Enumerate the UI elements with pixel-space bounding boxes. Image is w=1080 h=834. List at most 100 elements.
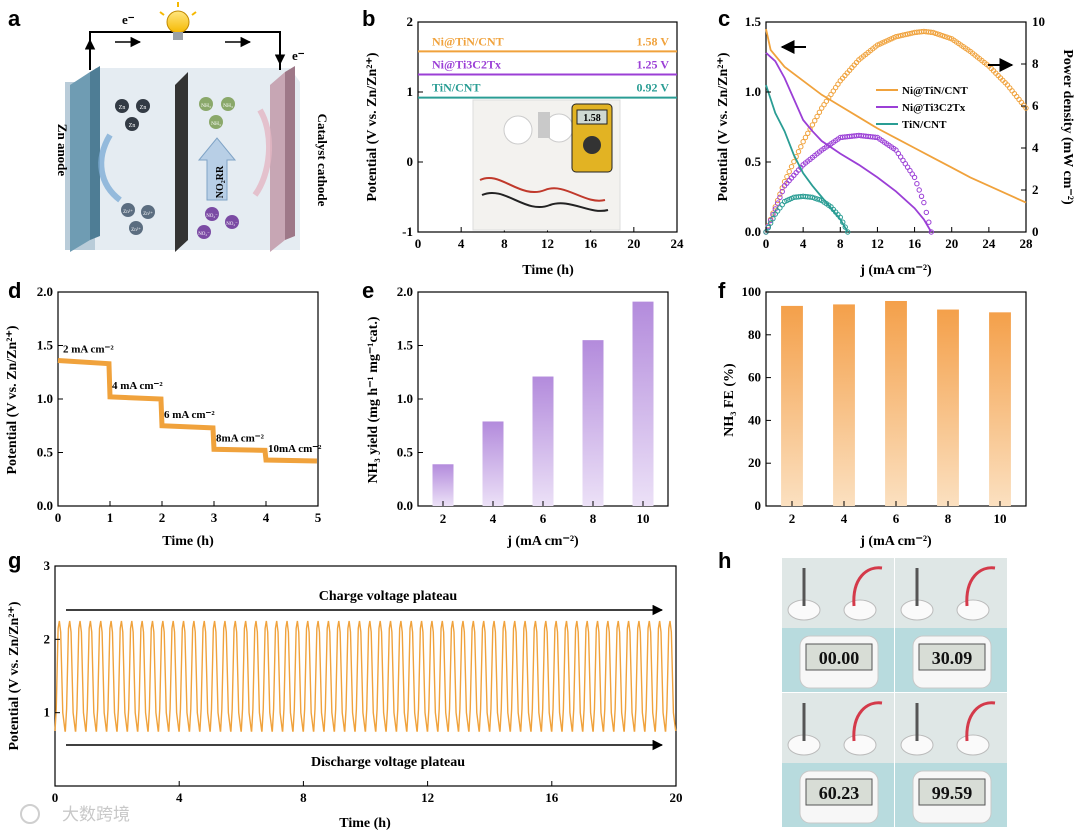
panel-c-xtick-label: 24 [982, 236, 996, 251]
watermark-text: 大数跨境 [62, 805, 130, 824]
panel-label-a: a [8, 6, 21, 31]
legend-label: Ni@TiN/CNT [902, 85, 968, 97]
panel-c-power-point [814, 196, 820, 202]
panel-e-ytick-label: 2.0 [397, 284, 413, 299]
panel-b-xtick-label: 12 [541, 236, 554, 251]
panel-g-xtick-label: 0 [52, 790, 59, 805]
panel-f-bar [937, 309, 959, 506]
panel-c-power-point [845, 229, 851, 235]
panel-d-ylabel: Potential (V vs. Zn/Zn²⁺) [5, 325, 20, 474]
panel-d-xtick-label: 0 [55, 510, 62, 525]
panel-d-xtick-label: 3 [211, 510, 218, 525]
svg-text:NO₂⁻: NO₂⁻ [198, 232, 210, 237]
panel-c-power-point [930, 29, 936, 36]
panel-c-power-point [774, 200, 781, 206]
panel-f-xtick-label: 6 [893, 511, 900, 526]
panel-c-power-point [935, 31, 941, 37]
svg-text:Zn²⁺: Zn²⁺ [143, 211, 153, 217]
panel-b-xlabel: Time (h) [522, 263, 574, 278]
panel-d-xtick-label: 1 [107, 510, 114, 525]
nh3-molecules: NH₃ NH₃ NH₃ [199, 97, 235, 129]
panel-c-power-point [942, 33, 948, 40]
timer-photo: 60.23 [782, 693, 894, 827]
zn-flow-arrow [98, 133, 122, 203]
panel-f-ytick-label: 0 [755, 498, 762, 513]
electrolyte-tank [95, 68, 300, 250]
panel-c-power-point [814, 113, 820, 120]
panel-b-ytick-label: 1 [407, 84, 414, 99]
panel-c-legend: Ni@TiN/CNT Ni@Ti3C2Tx TiN/CNT [876, 85, 968, 131]
panel-b-series-name: Ni@TiN/CNT [432, 34, 504, 48]
panel-d-xtick-label: 2 [159, 510, 166, 525]
panel-c-y2tick-label: 10 [1032, 14, 1045, 29]
panel-e-xtick-label: 6 [540, 511, 547, 526]
panel-b-ytick-label: 2 [407, 14, 414, 29]
panel-e-bar [432, 464, 454, 506]
panel-d-ytick-label: 1.0 [37, 391, 53, 406]
panel-b-series-name: Ni@Ti3C2Tx [432, 58, 501, 72]
panel-d-step-label: 6 mA cm⁻² [164, 409, 215, 421]
timer-photo: 99.59 [895, 693, 1007, 827]
reaction-arrow [197, 137, 237, 201]
panel-label-c: c [718, 6, 730, 31]
svg-text:NO₂⁻: NO₂⁻ [206, 214, 218, 219]
panel-g-ytick-label: 1 [44, 705, 51, 720]
panel-c-power-point [767, 220, 774, 226]
panel-c-power-point [791, 158, 797, 165]
panel-c-power-point [812, 195, 818, 201]
panel-b-ytick-label: 0 [407, 154, 414, 169]
cell-cap [843, 599, 877, 621]
panel-label-h: h [718, 548, 731, 573]
panel-f-bar [781, 305, 803, 506]
panel-e-xtick-label: 10 [637, 511, 650, 526]
panel-b-ylabel: Potential (V vs. Zn/Zn²⁺) [365, 52, 380, 201]
panel-b-xtick-label: 8 [501, 236, 508, 251]
cathode-plate [270, 72, 285, 252]
panel-e-ytick-label: 1.0 [397, 391, 413, 406]
panel-c-power-point [916, 187, 922, 193]
multimeter-display [576, 109, 608, 125]
timer-reading: 99.59 [932, 783, 973, 803]
legend-label: TiN/CNT [902, 119, 947, 131]
panel-f-ytick-label: 20 [748, 455, 761, 470]
panel-f-ytick-label: 100 [742, 284, 762, 299]
panel-c-power-point [921, 199, 927, 206]
cell-cap [843, 734, 877, 756]
panel-c-ytick-label: 0.0 [745, 224, 761, 239]
svg-text:NH₃: NH₃ [201, 103, 211, 109]
panel-label-b: b [362, 6, 375, 31]
multimeter-reading: 1.58 [583, 113, 601, 124]
panel-d-xlabel: Time (h) [162, 534, 214, 549]
panel-c-power-point [816, 109, 823, 116]
panel-d-ytick-label: 1.5 [37, 338, 54, 353]
panel-e-ylabel: NH₃ yield (mg h⁻¹ mg⁻¹cat.) [366, 316, 381, 483]
panel-c-power-point [840, 219, 846, 225]
panel-g-ylabel: Potential (V vs. Zn/Zn²⁺) [7, 601, 22, 750]
panel-c-xtick-label: 12 [871, 236, 884, 251]
red-wire [852, 566, 883, 607]
cell-cap [956, 734, 990, 756]
panel-c-power-point [777, 194, 783, 201]
panel-b-xtick-label: 4 [458, 236, 465, 251]
panel-e-ytick-label: 0.0 [397, 498, 413, 513]
panel-c-power-point [802, 134, 809, 141]
panel-e-xtick-label: 4 [490, 511, 497, 526]
svg-text:NH₃: NH₃ [223, 103, 233, 109]
panel-b-ytick-label: -1 [402, 224, 413, 239]
panel-e-bar [582, 340, 604, 506]
panel-c-ytick-label: 1.0 [745, 84, 761, 99]
panel-c-y2tick-label: 2 [1032, 182, 1039, 197]
timer-display [805, 643, 873, 671]
red-wire [852, 701, 883, 742]
panel-c-xtick-label: 8 [837, 236, 844, 251]
panel-g-ytick-label: 3 [44, 558, 51, 573]
panel-d-step-label: 10mA cm⁻² [268, 443, 322, 455]
panel-c-power-point [939, 32, 946, 39]
svg-text:Zn²⁺: Zn²⁺ [123, 209, 133, 215]
panel-c-power-point [944, 34, 950, 40]
panel-f-ytick-label: 40 [748, 412, 761, 427]
panel-label-f: f [718, 278, 726, 303]
